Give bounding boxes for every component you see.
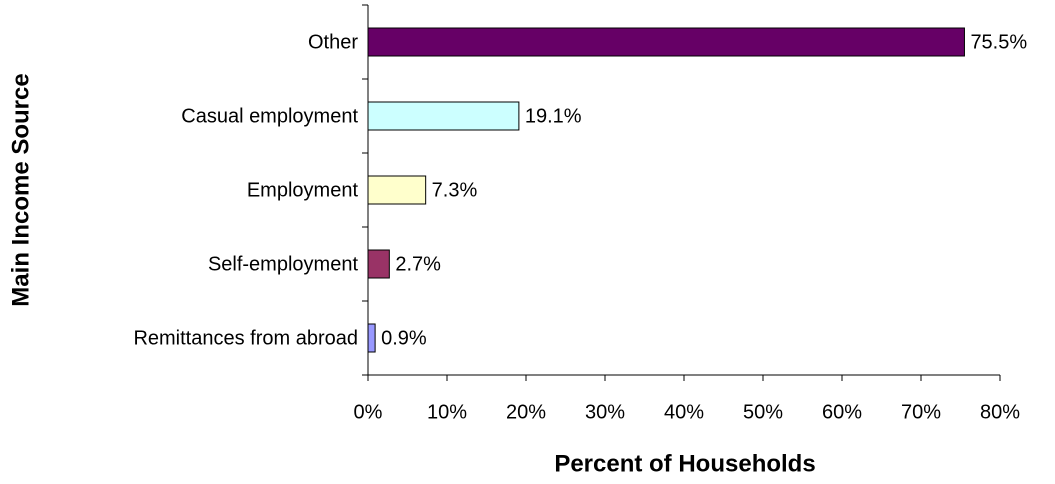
data-label: 0.9% [381, 327, 427, 349]
x-tick-label: 60% [822, 401, 862, 423]
x-tick-label: 50% [743, 401, 783, 423]
bar [367, 175, 427, 205]
y-tick-label: Remittances from abroad [133, 327, 358, 349]
data-label: 19.1% [525, 105, 582, 127]
bar [367, 101, 520, 131]
x-tick-label: 70% [901, 401, 941, 423]
x-axis-title: Percent of Households [554, 450, 815, 477]
data-label: 7.3% [432, 179, 478, 201]
y-axis-title: Main Income Source [7, 73, 34, 306]
x-tick-label: 10% [427, 401, 467, 423]
x-tick-label: 80% [980, 401, 1020, 423]
x-tick-label: 40% [664, 401, 704, 423]
data-label: 75.5% [970, 31, 1027, 53]
y-tick-label: Other [308, 31, 358, 53]
bar [367, 27, 965, 57]
x-tick-label: 30% [585, 401, 625, 423]
y-tick-label: Casual employment [181, 105, 358, 127]
x-tick-label: 20% [506, 401, 546, 423]
bar [367, 323, 376, 353]
y-tick-label: Employment [247, 179, 359, 201]
x-tick-label: 0% [354, 401, 383, 423]
bar [367, 249, 390, 279]
y-tick-label: Self-employment [208, 253, 359, 275]
data-label: 2.7% [395, 253, 441, 275]
